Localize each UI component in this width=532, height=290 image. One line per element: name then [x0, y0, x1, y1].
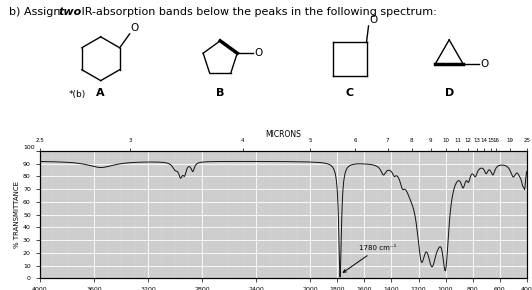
Text: D: D — [445, 88, 454, 98]
Text: B: B — [216, 88, 225, 98]
Text: two: two — [59, 7, 82, 17]
Text: A: A — [96, 88, 105, 98]
Text: Assign: Assign — [24, 7, 64, 17]
Text: 1780 cm⁻¹: 1780 cm⁻¹ — [343, 245, 396, 272]
Text: *(b): *(b) — [69, 90, 86, 99]
X-axis label: MICRONS: MICRONS — [265, 130, 301, 139]
Text: b): b) — [9, 7, 21, 17]
Text: O: O — [254, 48, 262, 58]
Text: C: C — [346, 88, 354, 98]
Text: 100: 100 — [23, 144, 35, 150]
Text: O: O — [131, 23, 139, 33]
Text: IR-absorption bands below the peaks in the following spectrum:: IR-absorption bands below the peaks in t… — [78, 7, 437, 17]
Text: O: O — [370, 15, 378, 25]
Text: O: O — [480, 59, 488, 69]
Y-axis label: % TRANSMITTANCE: % TRANSMITTANCE — [14, 181, 20, 248]
